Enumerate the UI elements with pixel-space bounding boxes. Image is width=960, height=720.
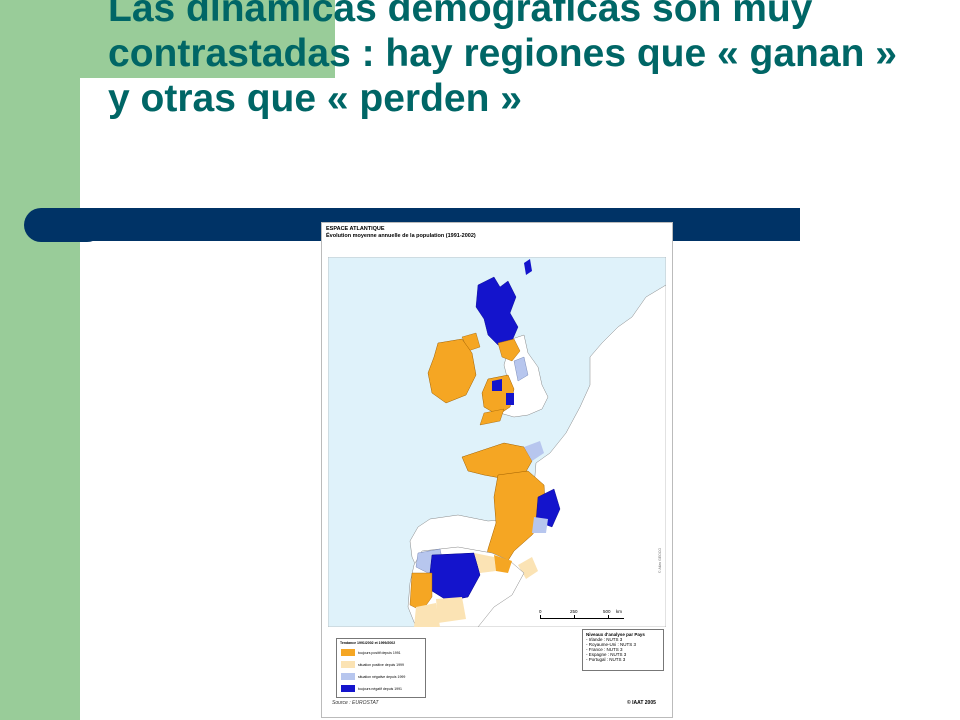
scale-line (540, 618, 624, 619)
centre-pale-region (532, 517, 548, 533)
scale-label-500: 500 (603, 609, 611, 614)
scale-tick (540, 615, 541, 619)
cornwall-region (479, 408, 505, 426)
map-figure: ESPACE ATLANTIQUE Évolution moyenne annu… (321, 222, 673, 718)
wales-negative-1 (492, 379, 502, 391)
nuts-line: - Irlande : NUTS 3 (586, 637, 623, 642)
limousin-region (535, 488, 561, 528)
legend-label: toujours positif depuis 1991 (358, 651, 401, 655)
scale-label-250: 250 (570, 609, 578, 614)
shetland (524, 259, 532, 275)
scotland-region (475, 276, 519, 346)
scale-tick (574, 615, 575, 619)
map-legend: Tendance 1991/2002 et 1999/2002 toujours… (336, 638, 426, 698)
nuts-line: - Espagne : NUTS 3 (586, 652, 627, 657)
legend-swatch (341, 673, 355, 680)
map-header: ESPACE ATLANTIQUE Évolution moyenne annu… (326, 226, 476, 240)
scale-tick (608, 615, 609, 619)
nuts-line: - Portugal : NUTS 3 (586, 657, 626, 662)
legend-title: Tendance 1991/2002 et 1999/2002 (340, 641, 396, 645)
portugal-interior-region (414, 603, 440, 627)
top-green-band (80, 0, 335, 78)
nuts-title: Niveaux d'analyse par Pays (586, 632, 645, 637)
map-source: Source : EUROSTAT (332, 700, 379, 706)
nuts-line: - Royaume-Uni : NUTS 3 (586, 642, 637, 647)
slide-title: Las dinámicas demográficas son muy contr… (108, 0, 897, 120)
left-green-band (0, 0, 80, 720)
ne-england-region (513, 356, 529, 382)
basque-region (494, 555, 512, 573)
north-spain-pale (474, 553, 496, 573)
ireland-region (427, 338, 477, 404)
legend-label: toujours négatif depuis 1991 (358, 687, 402, 691)
legend-label: situation négative depuis 1999 (358, 675, 406, 679)
scale-label-0: 0 (539, 609, 542, 614)
nuts-levels-box: Niveaux d'analyse par Pays - Irlande : N… (582, 629, 664, 671)
europe-map (328, 257, 666, 627)
scotland-south (497, 338, 521, 362)
scale-unit: km (616, 609, 622, 614)
side-credit: © Atlas GEOCO (658, 547, 662, 573)
north-portugal-region (409, 572, 433, 612)
wales-negative-2 (506, 393, 514, 405)
map-copyright: © IAAT 2005 (627, 700, 656, 706)
legend-swatch (341, 685, 355, 692)
normandy-pale-region (524, 441, 544, 461)
map-header-subtitle: Évolution moyenne annuelle de la populat… (326, 233, 476, 239)
legend-swatch (341, 661, 355, 668)
spain-pale-region (436, 597, 466, 623)
legend-label: situation positive depuis 1999 (358, 663, 404, 667)
legend-swatch (341, 649, 355, 656)
map-scale-bar: 0 250 500 km (539, 609, 630, 625)
map-header-title: ESPACE ATLANTIQUE (326, 226, 385, 232)
nuts-line: - France : NUTS 3 (586, 647, 623, 652)
